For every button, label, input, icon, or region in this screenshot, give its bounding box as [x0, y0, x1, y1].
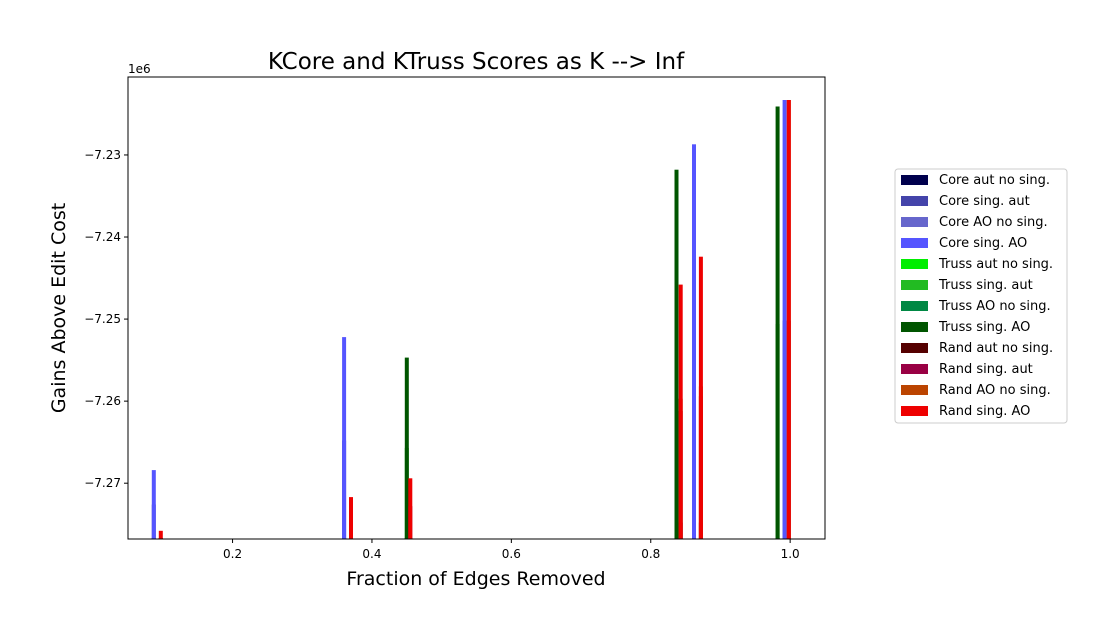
- y-tick-label: −7.27: [84, 476, 121, 490]
- bar-series-11-point-0: [158, 530, 163, 539]
- legend-label: Core sing. aut: [939, 194, 1030, 209]
- legend-label: Truss sing. AO: [938, 320, 1030, 335]
- legend-label: Rand AO no sing.: [939, 383, 1051, 398]
- legend-label: Core AO no sing.: [939, 215, 1048, 230]
- legend-label: Core aut no sing.: [939, 173, 1050, 188]
- y-tick-label: −7.23: [84, 148, 121, 162]
- chart-title: KCore and KTruss Scores as K --> Inf: [268, 49, 685, 75]
- x-tick-label: 0.6: [502, 547, 521, 561]
- bar-series-11-point-3: [678, 284, 683, 539]
- y-axis: −7.27 −7.26 −7.25 −7.24 −7.23: [84, 148, 128, 490]
- x-axis: 0.2 0.4 0.6 0.8 1.0: [223, 539, 800, 561]
- legend-swatch: [901, 280, 928, 290]
- bar-series-11-point-5: [786, 100, 791, 539]
- x-tick-label: 1.0: [781, 547, 800, 561]
- x-tick-label: 0.2: [223, 547, 242, 561]
- y-offset-label: 1e6: [128, 62, 151, 76]
- legend-swatch: [901, 364, 928, 374]
- legend: Core aut no sing. Core sing. aut Core AO n…: [894, 168, 1068, 424]
- plot-frame: [127, 76, 826, 540]
- legend-swatch: [901, 196, 928, 206]
- legend-swatch: [901, 217, 928, 227]
- y-axis-label: Gains Above Edit Cost: [48, 203, 70, 413]
- bar-series-7-point-2: [775, 106, 780, 539]
- legend-swatch: [901, 301, 928, 311]
- legend-swatch: [901, 406, 928, 416]
- legend-label: Rand aut no sing.: [939, 341, 1053, 356]
- y-tick-label: −7.26: [84, 394, 121, 408]
- bar-series-3-point-2: [692, 144, 696, 540]
- bar-series-3-point-0: [151, 470, 156, 539]
- legend-swatch: [901, 385, 928, 395]
- legend-label: Rand sing. AO: [939, 404, 1030, 419]
- legend-label: Truss sing. aut: [938, 278, 1033, 293]
- bars-layer: [151, 100, 791, 540]
- legend-swatch: [901, 343, 928, 353]
- legend-label: Core sing. AO: [939, 236, 1027, 251]
- x-tick-label: 0.4: [362, 547, 381, 561]
- legend-label: Truss aut no sing.: [938, 257, 1053, 272]
- x-axis-label: Fraction of Edges Removed: [346, 568, 605, 590]
- legend-label: Truss AO no sing.: [938, 299, 1051, 314]
- legend-swatch: [901, 322, 928, 332]
- y-tick-label: −7.25: [84, 312, 121, 326]
- legend-swatch: [901, 175, 928, 185]
- bar-series-7-point-0: [404, 357, 409, 539]
- bar-series-3-point-3: [782, 100, 787, 539]
- bar-series-3-point-1: [342, 337, 347, 539]
- bar-series-11-point-4: [698, 256, 703, 539]
- bar-series-11-point-1: [349, 497, 353, 539]
- bar-series-7-point-1: [674, 169, 679, 539]
- x-tick-label: 0.8: [641, 547, 660, 561]
- legend-swatch: [901, 238, 928, 248]
- legend-swatch: [901, 259, 928, 269]
- y-tick-label: −7.24: [84, 230, 121, 244]
- bar-series-11-point-2: [408, 478, 413, 539]
- legend-frame: [894, 168, 1068, 424]
- legend-label: Rand sing. aut: [939, 362, 1033, 377]
